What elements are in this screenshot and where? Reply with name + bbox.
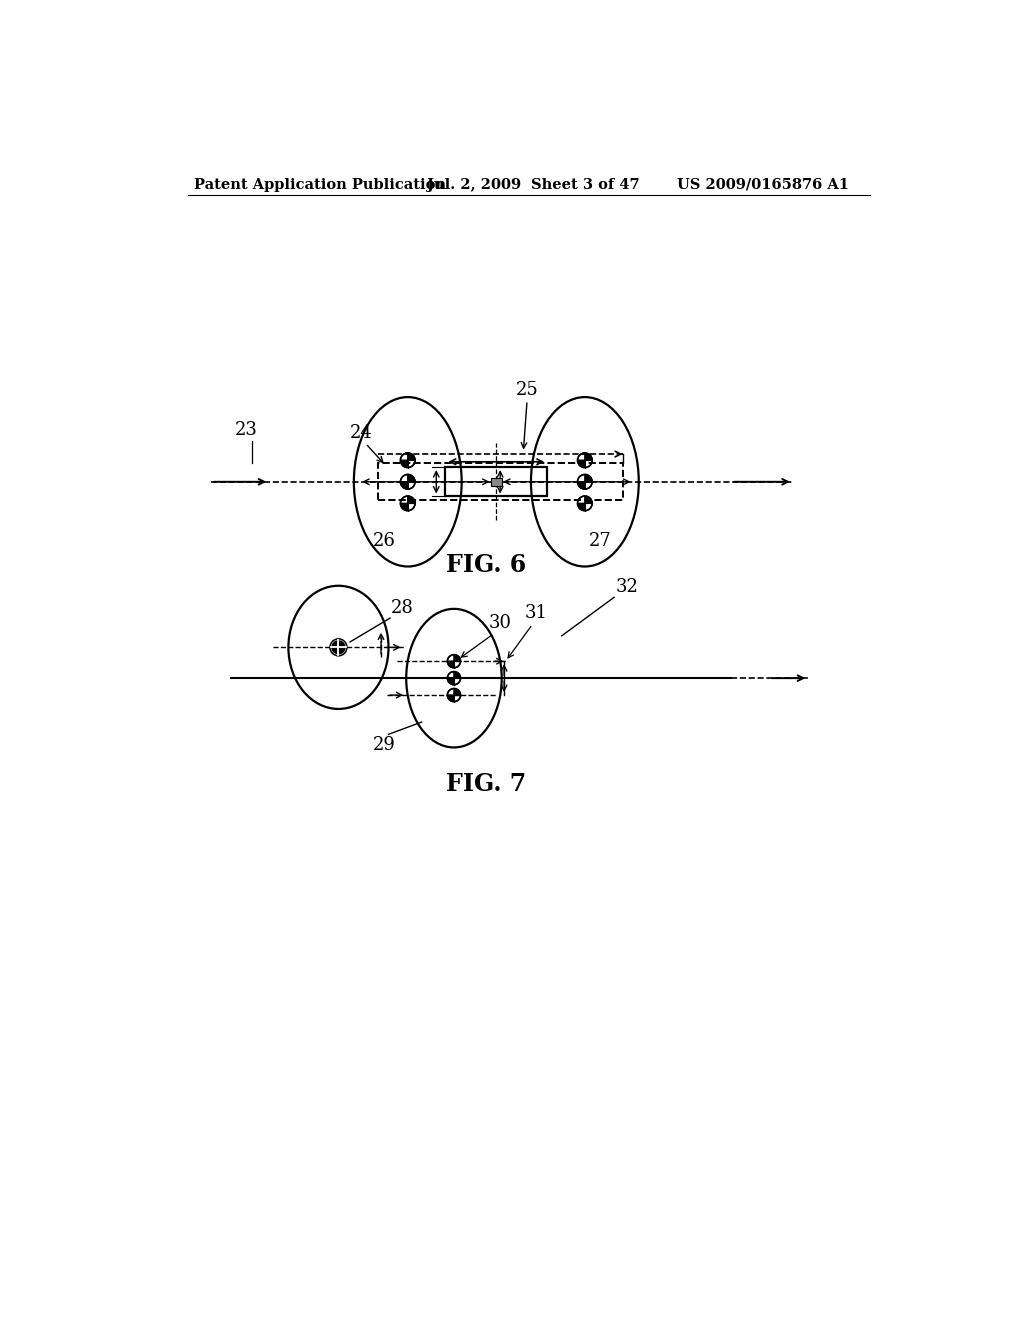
Text: 26: 26 xyxy=(373,532,396,550)
Polygon shape xyxy=(408,475,415,482)
Polygon shape xyxy=(408,496,415,503)
Text: 28: 28 xyxy=(391,598,414,616)
Text: Jul. 2, 2009: Jul. 2, 2009 xyxy=(427,178,521,191)
Polygon shape xyxy=(578,482,585,488)
Polygon shape xyxy=(578,503,585,511)
Circle shape xyxy=(331,640,346,655)
Polygon shape xyxy=(578,461,585,467)
Polygon shape xyxy=(400,503,408,511)
Text: 32: 32 xyxy=(615,578,639,595)
Polygon shape xyxy=(400,461,408,467)
Polygon shape xyxy=(447,661,454,668)
Circle shape xyxy=(330,639,347,656)
Text: FIG. 6: FIG. 6 xyxy=(446,553,526,577)
Text: 30: 30 xyxy=(488,614,512,632)
Text: 29: 29 xyxy=(373,737,396,754)
Text: US 2009/0165876 A1: US 2009/0165876 A1 xyxy=(677,178,849,191)
Polygon shape xyxy=(585,475,592,482)
Text: 25: 25 xyxy=(515,380,539,399)
Polygon shape xyxy=(400,482,408,488)
Text: 23: 23 xyxy=(234,421,257,440)
Text: 31: 31 xyxy=(524,605,548,622)
Text: Patent Application Publication: Patent Application Publication xyxy=(194,178,445,191)
Polygon shape xyxy=(408,453,415,461)
Bar xyxy=(378,463,623,500)
Text: 24: 24 xyxy=(350,424,373,442)
Text: FIG. 7: FIG. 7 xyxy=(446,772,526,796)
Polygon shape xyxy=(585,496,592,503)
Polygon shape xyxy=(454,672,460,678)
Text: Sheet 3 of 47: Sheet 3 of 47 xyxy=(531,178,640,191)
Polygon shape xyxy=(447,678,454,684)
Bar xyxy=(445,467,547,496)
Polygon shape xyxy=(454,655,460,661)
Text: 27: 27 xyxy=(589,532,611,550)
Polygon shape xyxy=(585,453,592,461)
Polygon shape xyxy=(454,689,460,696)
Bar xyxy=(490,478,502,486)
Polygon shape xyxy=(447,696,454,701)
